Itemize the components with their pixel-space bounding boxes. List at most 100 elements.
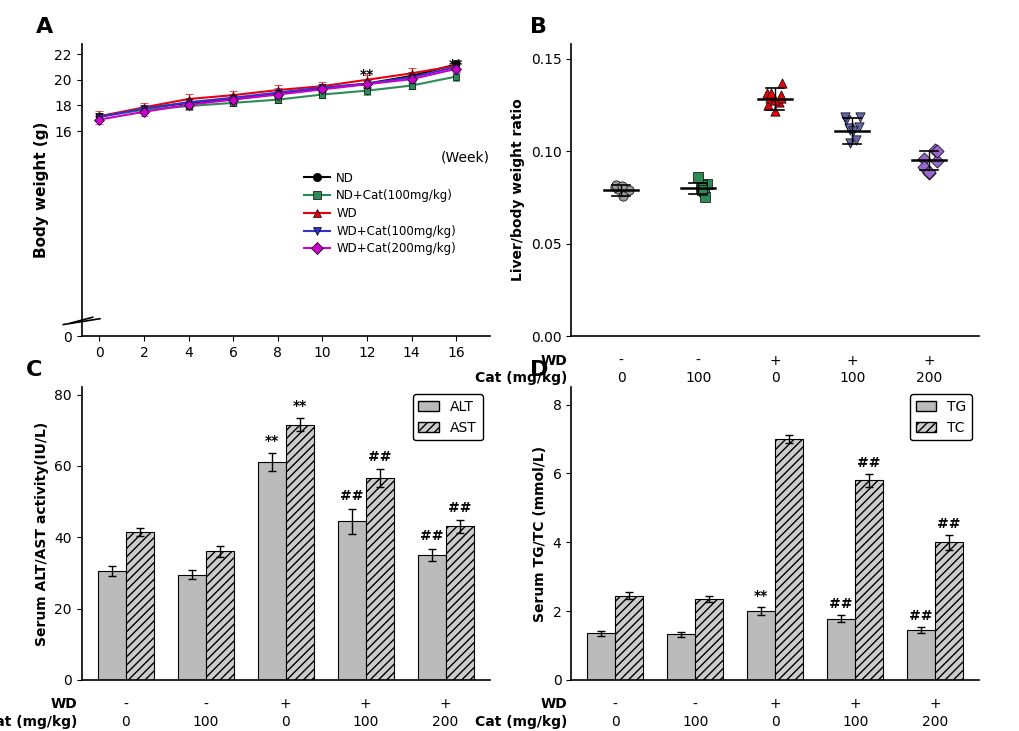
Point [915,153,931,164]
Text: 0: 0 [770,371,779,385]
Text: ##: ## [857,456,880,470]
Text: +: + [849,697,860,711]
Point [847,135,863,146]
Bar [854,480,882,680]
Point [840,122,856,134]
Text: 0: 0 [121,715,129,729]
Point [925,144,942,156]
Text: ##: ## [420,529,443,543]
Bar [906,630,934,680]
Point [773,77,790,89]
Point [920,167,936,178]
Point [837,111,853,123]
Point [609,183,626,194]
Text: 200: 200 [432,715,459,729]
Text: 100: 100 [682,715,707,729]
Bar [587,633,614,680]
Text: WD: WD [51,697,77,711]
Text: B: B [530,17,547,37]
Text: ##: ## [936,517,960,531]
Point [850,121,866,133]
Bar [614,596,643,680]
Text: **: ** [448,58,463,72]
Point [758,88,774,99]
Bar [934,542,962,680]
Point [761,92,777,104]
Text: 0: 0 [616,371,625,385]
Text: -: - [695,354,700,368]
Text: Cat (mg/kg): Cat (mg/kg) [0,715,77,729]
Bar [206,551,233,680]
Text: WD: WD [540,697,567,711]
Text: +: + [360,697,371,711]
Point [772,89,789,101]
Point [928,145,945,156]
Point [845,125,861,137]
Text: -: - [203,697,208,711]
Y-axis label: Serum TG/TC (mmol/L): Serum TG/TC (mmol/L) [533,446,546,621]
Text: 0: 0 [610,715,619,729]
Text: 200: 200 [921,715,948,729]
Point [920,166,936,178]
Bar [337,521,365,680]
Text: -: - [619,354,623,368]
Bar [826,618,854,680]
Y-axis label: Serum ALT/AST activity(IU/L): Serum ALT/AST activity(IU/L) [35,422,49,645]
Point [841,124,857,136]
Text: +: + [768,697,781,711]
Bar [125,532,154,680]
Text: 200: 200 [915,371,942,385]
Text: D: D [530,360,548,380]
Text: ##: ## [828,597,852,611]
Text: -: - [692,697,697,711]
Legend: ALT, AST: ALT, AST [413,394,482,441]
Text: 100: 100 [353,715,378,729]
Point [766,105,783,117]
Bar [98,571,125,680]
Point [607,178,624,190]
Text: Cat (mg/kg): Cat (mg/kg) [474,715,567,729]
Bar [258,462,285,680]
Point [689,172,705,183]
Point [762,88,779,99]
Text: **: ** [264,434,278,448]
Text: 100: 100 [685,371,710,385]
Bar [417,555,445,680]
Text: 0: 0 [770,715,779,729]
Point [696,191,712,202]
Text: 100: 100 [842,715,867,729]
Legend: ND, ND+Cat(100mg/kg), WD, WD+Cat(100mg/kg), WD+Cat(200mg/kg): ND, ND+Cat(100mg/kg), WD, WD+Cat(100mg/k… [300,167,461,260]
Point [915,161,931,173]
Text: C: C [25,360,42,380]
Bar [695,599,722,680]
Text: **: ** [360,68,374,83]
Bar [774,439,802,680]
Text: -: - [123,697,128,711]
Point [765,94,782,105]
Point [698,178,714,189]
Y-axis label: Liver/body weight ratio: Liver/body weight ratio [511,99,525,281]
Point [841,137,857,149]
Text: +: + [928,697,941,711]
Point [606,181,623,192]
Text: +: + [846,354,857,368]
Point [851,111,867,123]
Text: (Week): (Week) [440,151,489,164]
Text: Cat (mg/kg): Cat (mg/kg) [474,371,567,385]
Text: +: + [768,354,781,368]
Point [695,185,711,197]
Bar [747,611,774,680]
Text: 0: 0 [281,715,289,729]
Point [694,180,710,192]
Text: ##: ## [368,450,391,464]
Bar [666,635,695,680]
Point [692,183,708,194]
Point [613,180,630,192]
Point [693,184,709,196]
Text: **: ** [753,588,767,603]
Legend: TG, TC: TG, TC [909,394,971,441]
Y-axis label: Body weight (g): Body weight (g) [34,122,49,258]
Text: ##: ## [339,489,363,504]
Point [927,155,944,167]
Text: 100: 100 [193,715,218,729]
